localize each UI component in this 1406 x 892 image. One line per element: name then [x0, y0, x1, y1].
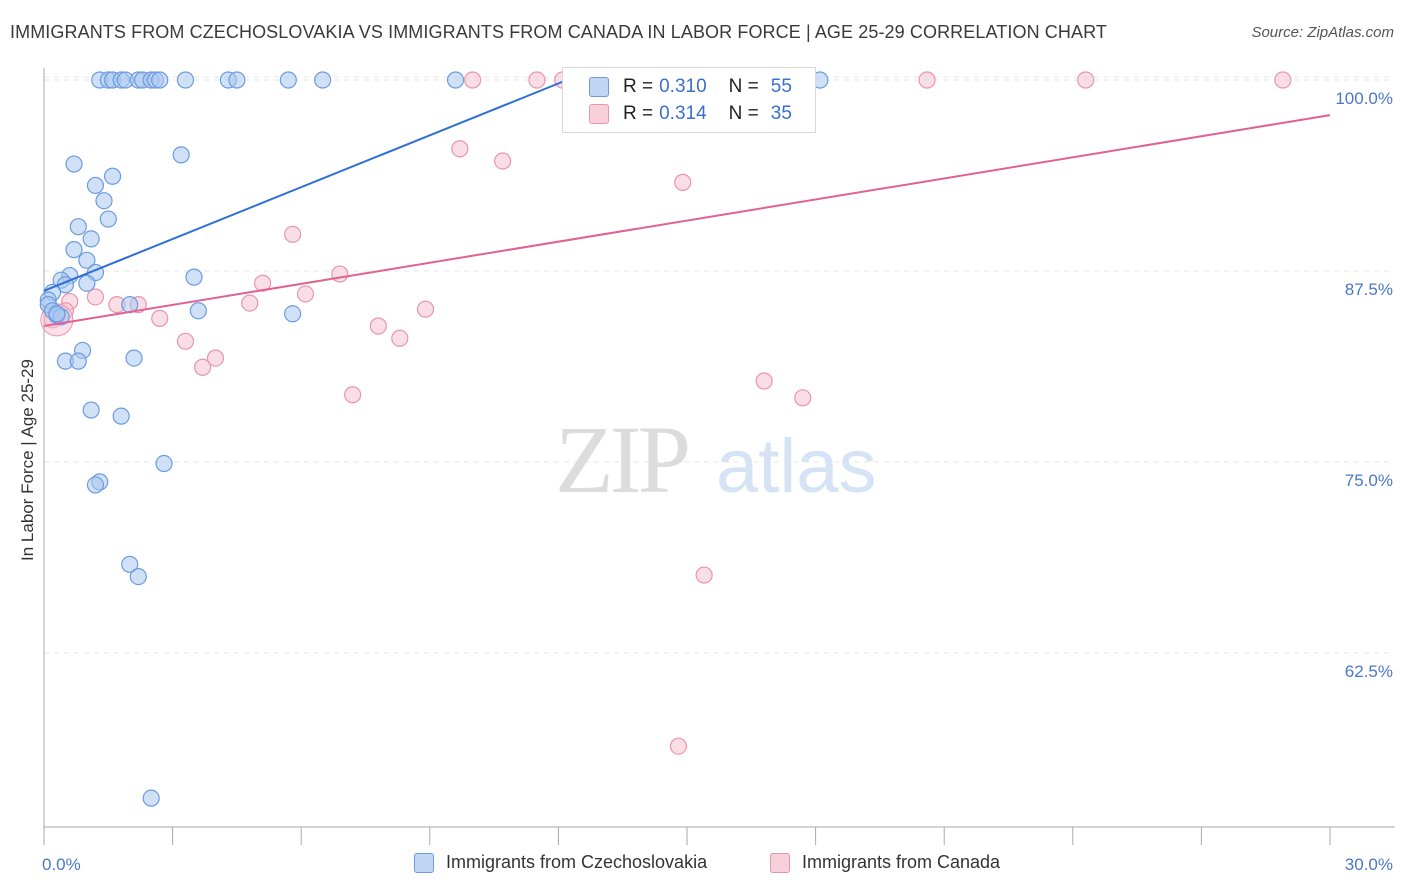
canada-point-8 [452, 141, 468, 157]
czechoslovakia-point-17 [66, 156, 82, 172]
canada-point-24 [392, 330, 408, 346]
czechoslovakia-point-18 [173, 147, 189, 163]
canada-point-27 [195, 359, 211, 375]
czechoslovakia-point-13 [280, 72, 296, 88]
canada-point-9 [495, 153, 511, 169]
czechoslovakia-point-23 [70, 219, 86, 235]
czechoslovakia-point-21 [96, 193, 112, 209]
czechoslovakia-point-31 [79, 275, 95, 291]
canada-point-19 [242, 295, 258, 311]
watermark: ZIP atlas [555, 406, 877, 513]
canada-point-25 [177, 333, 193, 349]
canada-point-30 [795, 390, 811, 406]
czechoslovakia-point-53 [130, 569, 146, 585]
grid-lines [44, 77, 1390, 653]
czechoslovakia-point-51 [87, 477, 103, 493]
czechoslovakia-point-48 [113, 408, 129, 424]
legend-swatch-blue [414, 853, 434, 873]
legend-label-canada: Immigrants from Canada [802, 852, 1000, 873]
watermark-atlas: atlas [716, 424, 877, 509]
legend-row-czechoslovakia: R = 0.310 N = 55 [589, 74, 792, 100]
legend-r-label: R = [623, 76, 653, 98]
czechoslovakia-point-22 [100, 211, 116, 227]
legend-label-czechoslovakia: Immigrants from Czechoslovakia [446, 852, 707, 873]
czechoslovakia-point-32 [186, 269, 202, 285]
canada-point-29 [756, 373, 772, 389]
y-tick-label-0: 62.5% [1345, 662, 1393, 681]
czechoslovakia-point-19 [105, 168, 121, 184]
canada-point-21 [152, 310, 168, 326]
y-tick-labels: 62.5% 75.0% 87.5% 100.0% [1335, 89, 1393, 681]
canada-point-20 [418, 301, 434, 317]
canada-point-14 [297, 286, 313, 302]
canada-point-28 [345, 387, 361, 403]
czechoslovakia-point-12 [229, 72, 245, 88]
canada-point-15 [87, 289, 103, 305]
watermark-zip: ZIP [555, 406, 688, 513]
trend-line-czechoslovakia [44, 80, 567, 291]
canada-point-11 [285, 226, 301, 242]
legend-row-canada: R = 0.314 N = 35 [589, 101, 792, 127]
czechoslovakia-point-9 [152, 72, 168, 88]
y-tick-label-1: 75.0% [1345, 471, 1393, 490]
legend-r-label: R = [623, 103, 653, 125]
correlation-legend: R = 0.310 N = 55 R = 0.314 N = 35 [562, 67, 816, 133]
canada-point-10 [675, 174, 691, 190]
czechoslovakia-point-47 [83, 402, 99, 418]
legend-n-value: 55 [771, 76, 792, 98]
series-czechoslovakia-points [40, 72, 828, 806]
czechoslovakia-point-41 [190, 303, 206, 319]
czechoslovakia-point-39 [49, 306, 65, 322]
scatter-chart: ZIP atlas 62.5%75.0%87.5%100.0% 0.0% 30.0… [0, 0, 1406, 892]
legend-swatch-pink [589, 104, 609, 124]
canada-point-23 [370, 318, 386, 334]
trend-line-canada [44, 115, 1330, 326]
canada-point-12 [332, 266, 348, 282]
czechoslovakia-point-49 [156, 456, 172, 472]
canada-point-32 [670, 738, 686, 754]
czechoslovakia-point-20 [87, 177, 103, 193]
canada-point-6 [1078, 72, 1094, 88]
canada-point-0 [465, 72, 481, 88]
legend-item-czechoslovakia[interactable]: Immigrants from Czechoslovakia [414, 852, 707, 873]
canada-point-5 [919, 72, 935, 88]
czechoslovakia-point-25 [66, 242, 82, 258]
czechoslovakia-point-54 [143, 790, 159, 806]
czechoslovakia-point-15 [448, 72, 464, 88]
czechoslovakia-point-24 [83, 231, 99, 247]
y-tick-label-3: 100.0% [1335, 89, 1393, 108]
legend-n-label: N = [729, 76, 759, 98]
czechoslovakia-point-46 [126, 350, 142, 366]
canada-point-31 [696, 567, 712, 583]
canada-point-1 [529, 72, 545, 88]
legend-r-value: 0.314 [659, 103, 707, 125]
y-tick-label-2: 87.5% [1345, 280, 1393, 299]
series-legend: Immigrants from Czechoslovakia Immigrant… [0, 852, 1406, 878]
czechoslovakia-point-45 [70, 353, 86, 369]
legend-n-value: 35 [771, 103, 792, 125]
legend-swatch-pink [770, 853, 790, 873]
legend-n-label: N = [729, 103, 759, 125]
czechoslovakia-point-42 [285, 306, 301, 322]
czechoslovakia-point-10 [177, 72, 193, 88]
canada-point-7 [1275, 72, 1291, 88]
legend-swatch-blue [589, 77, 609, 97]
czechoslovakia-point-14 [315, 72, 331, 88]
legend-item-canada[interactable]: Immigrants from Canada [770, 852, 1000, 873]
legend-r-value: 0.310 [659, 76, 707, 98]
